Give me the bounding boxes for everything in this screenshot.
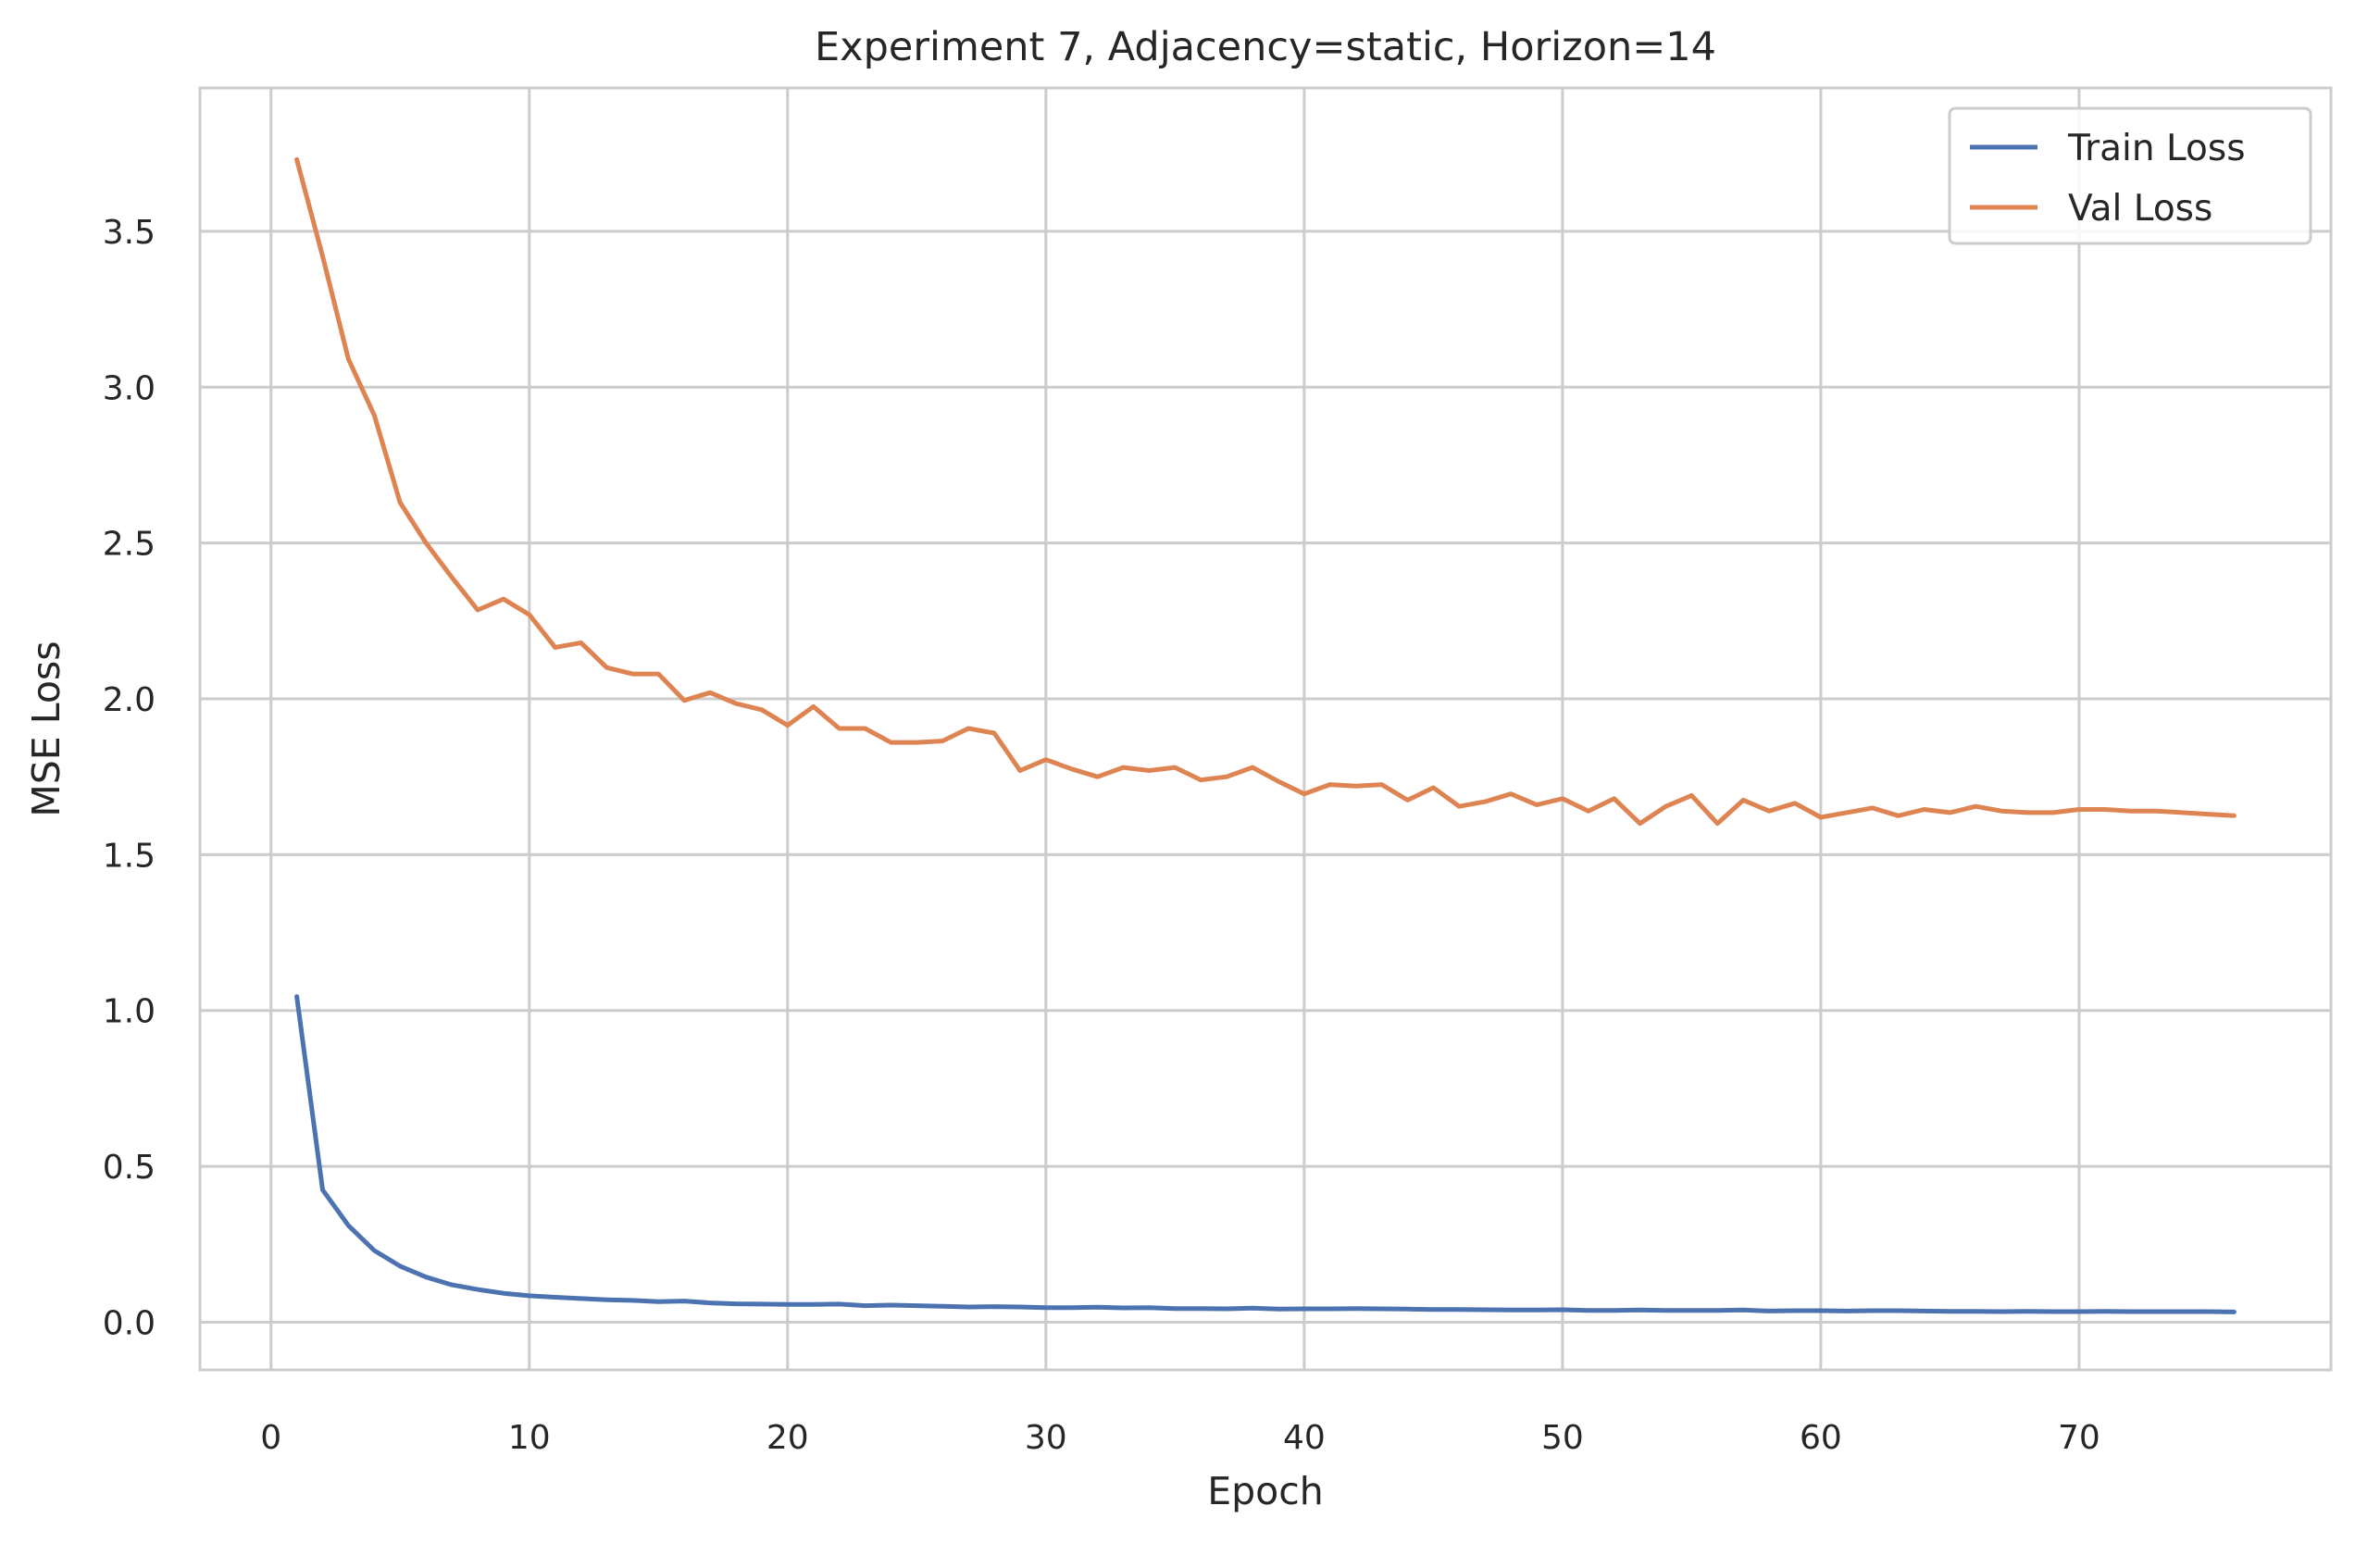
y-tick-label: 0.0 (103, 1304, 156, 1342)
y-tick-label: 2.5 (103, 526, 156, 564)
chart-title: Experiment 7, Adjacency=static, Horizon=… (815, 24, 1716, 70)
series-line-train-loss (294, 994, 2237, 1314)
y-tick-label: 1.5 (103, 837, 156, 875)
y-tick-label: 3.5 (103, 214, 156, 252)
plot-frame (198, 86, 2333, 1372)
legend-label-train-loss: Train Loss (2067, 128, 2246, 169)
x-tick-label: 30 (1025, 1419, 1067, 1457)
y-axis-title: MSE Loss (24, 641, 69, 816)
legend-box (1948, 106, 2312, 245)
y-tick-label: 0.5 (103, 1149, 156, 1187)
y-tick-label: 2.0 (103, 681, 156, 719)
x-tick-label: 20 (766, 1419, 809, 1457)
y-tick-label: 3.0 (103, 369, 156, 407)
x-tick-label: 40 (1283, 1419, 1326, 1457)
series-line-val-loss (294, 156, 2237, 827)
x-tick-label: 60 (1800, 1419, 1842, 1457)
legend: Train Loss Val Loss (1948, 106, 2312, 245)
grid-lines (200, 88, 2331, 1370)
x-axis-title: Epoch (1207, 1469, 1324, 1513)
x-tick-label: 0 (260, 1419, 281, 1457)
x-tick-label: 70 (2058, 1419, 2100, 1457)
series-lines (294, 156, 2237, 1314)
tick-labels: 0 10 20 30 40 50 60 70 0.0 0.5 1.0 1.5 2.0 2.5 3.0 3.5 (103, 214, 2100, 1457)
y-tick-label: 1.0 (103, 993, 156, 1031)
legend-label-val-loss: Val Loss (2068, 188, 2212, 230)
x-tick-label: 10 (508, 1419, 551, 1457)
x-tick-label: 50 (1541, 1419, 1584, 1457)
